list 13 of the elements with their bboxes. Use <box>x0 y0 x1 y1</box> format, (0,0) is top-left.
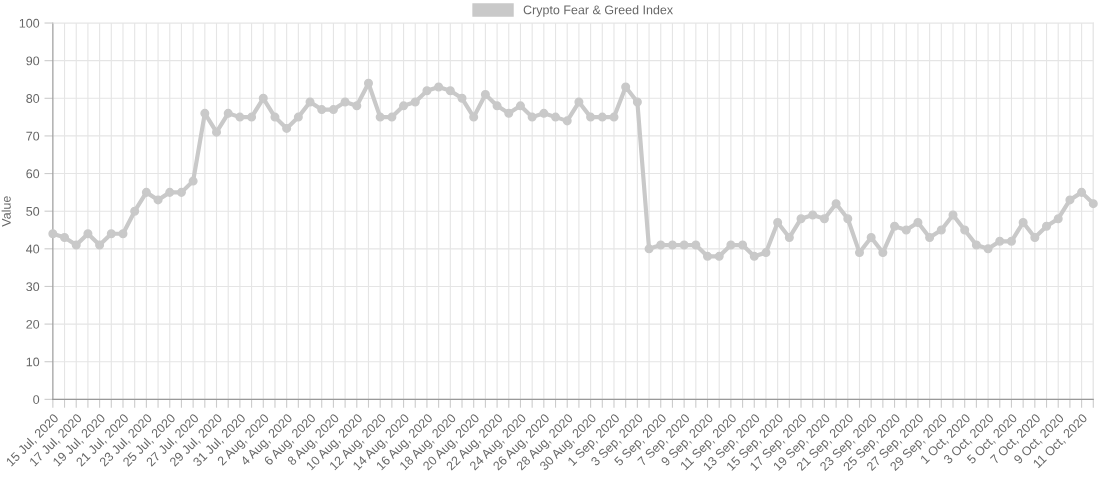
y-tick-label: 100 <box>19 18 40 28</box>
y-tick-label: 40 <box>26 244 40 254</box>
y-tick-label: 60 <box>26 169 40 179</box>
y-tick-label: 90 <box>26 56 40 66</box>
y-tick-label: 80 <box>26 94 40 103</box>
y-tick-label: 0 <box>33 395 40 404</box>
y-tick-label: 70 <box>26 131 40 141</box>
legend-label: Crypto Fear & Greed Index <box>523 5 673 17</box>
y-axis-title: Value <box>1 196 11 227</box>
y-tick-label: 10 <box>26 357 40 367</box>
y-tick-label: 50 <box>26 206 40 216</box>
y-tick-label: 20 <box>26 319 40 329</box>
y-tick-label: 30 <box>26 282 40 292</box>
